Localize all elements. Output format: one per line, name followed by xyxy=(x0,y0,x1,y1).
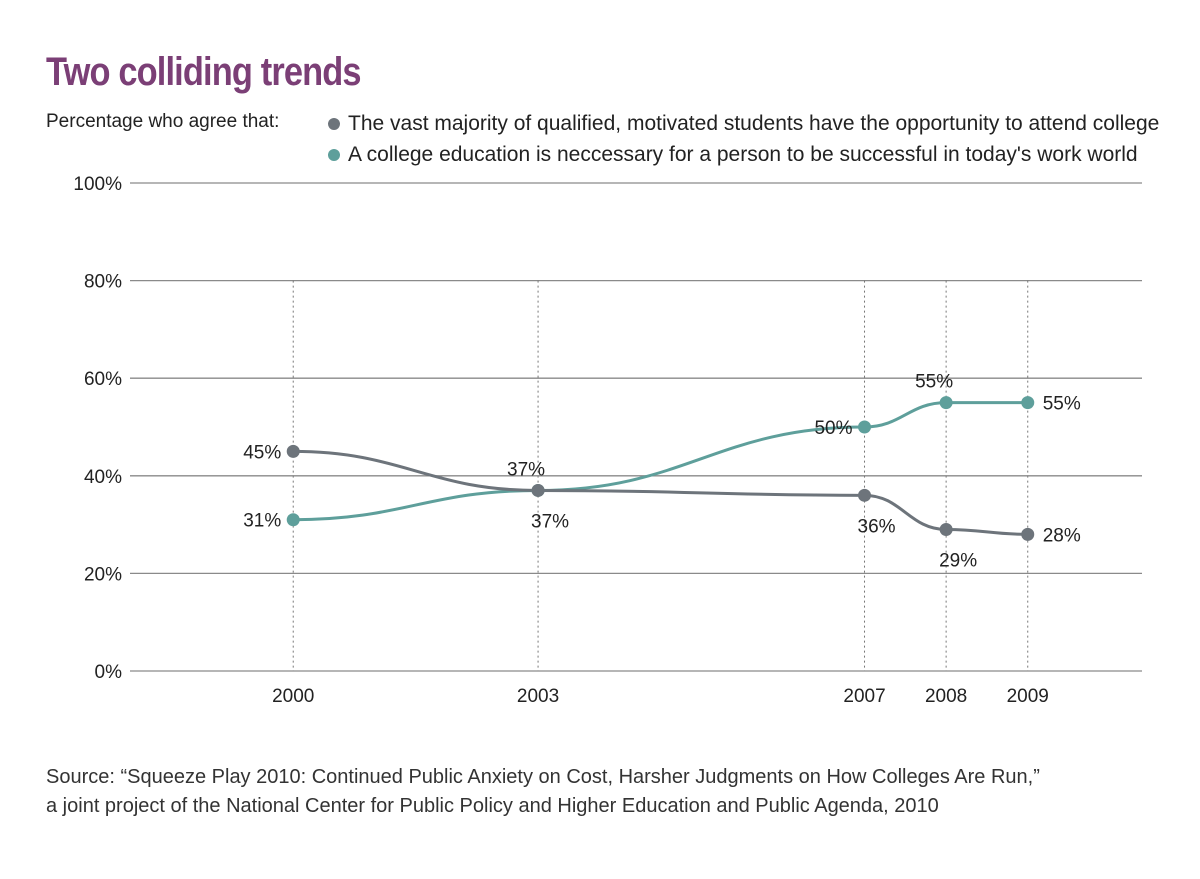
y-tick-label: 0% xyxy=(95,662,123,683)
data-point xyxy=(531,483,545,497)
legend-marker-opportunity xyxy=(328,117,340,130)
data-label: 37% xyxy=(531,511,569,532)
legend: The vast majority of qualified, motivate… xyxy=(328,108,1159,170)
legend-marker-necessary xyxy=(328,148,340,161)
source-line-2: a joint project of the National Center f… xyxy=(46,795,939,817)
data-label: 36% xyxy=(858,516,896,537)
y-tick-label: 60% xyxy=(84,369,122,390)
data-label: 31% xyxy=(243,511,281,532)
x-tick-label: 2007 xyxy=(843,686,885,707)
data-point xyxy=(858,488,872,502)
data-point xyxy=(939,396,953,410)
series-line xyxy=(293,449,1028,536)
data-point xyxy=(1021,527,1035,541)
data-label: 45% xyxy=(243,442,281,463)
y-tick-label: 20% xyxy=(84,564,122,585)
legend-item-necessary: A college education is neccessary for a … xyxy=(328,139,1159,170)
y-tick-label: 80% xyxy=(84,272,122,293)
y-tick-label: 40% xyxy=(84,467,122,488)
series-line xyxy=(293,401,1028,522)
chart-title: Two colliding trends xyxy=(46,50,362,94)
legend-label-necessary: A college education is neccessary for a … xyxy=(348,142,1138,166)
x-tick-label: 2009 xyxy=(1007,686,1049,707)
data-label: 29% xyxy=(939,550,977,571)
data-label: 28% xyxy=(1043,525,1081,546)
source-note: Source: “Squeeze Play 2010: Continued Pu… xyxy=(46,763,1040,821)
legend-item-opportunity: The vast majority of qualified, motivate… xyxy=(328,108,1159,139)
x-tick-label: 2008 xyxy=(925,686,967,707)
x-tick-label: 2000 xyxy=(272,686,314,707)
data-point xyxy=(1021,396,1035,410)
data-point xyxy=(939,522,953,536)
data-label: 55% xyxy=(1043,394,1081,415)
data-label: 55% xyxy=(915,372,953,393)
data-point xyxy=(286,444,300,458)
data-label: 50% xyxy=(814,418,852,439)
data-point xyxy=(286,513,300,527)
x-tick-label: 2003 xyxy=(517,686,559,707)
data-label: 37% xyxy=(507,459,545,480)
legend-label-opportunity: The vast majority of qualified, motivate… xyxy=(348,111,1160,135)
y-tick-label: 100% xyxy=(73,174,122,195)
source-line-1: Source: “Squeeze Play 2010: Continued Pu… xyxy=(46,766,1040,788)
chart-subtitle: Percentage who agree that: xyxy=(46,111,280,132)
data-point xyxy=(858,420,872,434)
